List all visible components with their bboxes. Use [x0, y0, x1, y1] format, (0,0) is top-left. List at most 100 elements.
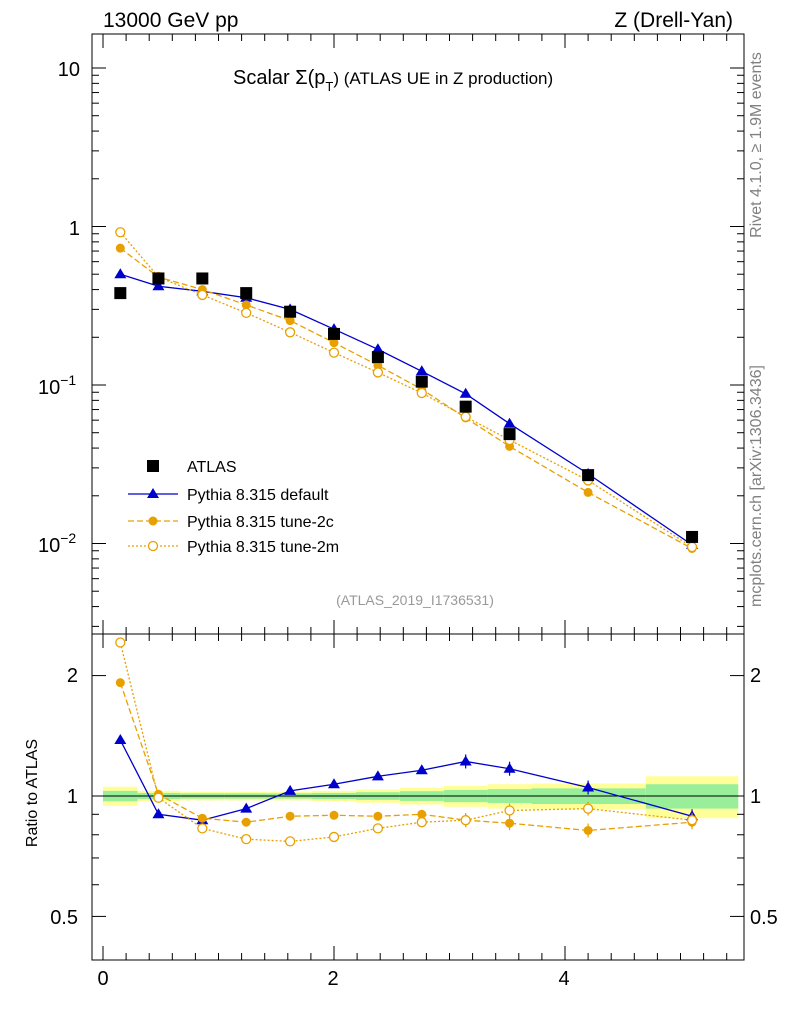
point-ratio-pythia-8-315-default-6: [371, 770, 384, 781]
point-main-pythia-8-315-tune-2c-6: [373, 360, 383, 370]
point-ratio-pythia-8-315-tune-2c-6: [373, 811, 383, 821]
point-ratio-pythia-8-315-default-4: [284, 784, 297, 795]
point-main-pythia-8-315-default-9: [503, 417, 516, 428]
point-main-pythia-8-315-tune-2m-8: [460, 411, 471, 422]
point-main-pythia-8-315-tune-2c-5: [329, 338, 339, 348]
chart-title: Scalar Σ(pT) (ATLAS UE in Z production): [233, 67, 553, 94]
point-ratio-pythia-8-315-tune-2m-11: [686, 815, 698, 826]
point-main-pythia-8-315-tune-2m-5: [328, 347, 340, 358]
legend-label-atlas: ATLAS: [187, 459, 237, 476]
point-ratio-pythia-8-315-tune-2m-3: [241, 834, 252, 845]
title-subscript: T: [325, 79, 333, 94]
point-ratio-pythia-8-315-tune-2m-7: [416, 817, 427, 828]
ytick-label-1: 1: [69, 218, 80, 240]
point-ratio-pythia-8-315-tune-2c-10: [583, 825, 593, 835]
header-right: Z (Drell-Yan): [614, 9, 733, 32]
point-ratio-pythia-8-315-default-10: [582, 781, 595, 792]
ratio-ytick-1-right: 1: [750, 786, 761, 808]
point-ratio-pythia-8-315-tune-2c-0: [115, 678, 125, 688]
ratio-ytick-1-left: 1: [67, 786, 78, 808]
point-ratio-pythia-8-315-tune-2m-10: [582, 803, 594, 814]
point-ratio-pythia-8-315-tune-2c-9: [505, 818, 515, 828]
point-main-pythia-8-315-tune-2m-11: [686, 541, 698, 553]
point-main-atlas-2: [196, 272, 209, 285]
series-layer: [114, 227, 699, 847]
point-main-pythia-8-315-tune-2m-6: [372, 367, 384, 378]
point-main-pythia-8-315-default-1: [152, 280, 165, 291]
point-main-atlas-3: [240, 287, 253, 300]
point-ratio-pythia-8-315-tune-2c-7: [417, 809, 427, 819]
ratio-ytick-0.5-right: 0.5: [750, 907, 778, 929]
point-main-pythia-8-315-default-6: [371, 343, 384, 354]
point-main-atlas-11: [686, 530, 699, 543]
point-main-pythia-8-315-tune-2m-2: [197, 289, 208, 301]
point-ratio-pythia-8-315-default-7: [415, 764, 428, 775]
xtick-label-2: 2: [327, 968, 338, 990]
header-left: 13000 GeV pp: [103, 9, 238, 32]
point-main-atlas-10: [582, 469, 595, 482]
point-ratio-pythia-8-315-tune-2m-9: [504, 805, 515, 816]
point-main-atlas-0: [114, 287, 127, 300]
point-main-pythia-8-315-tune-2m-4: [284, 327, 296, 338]
xtick-label-4: 4: [558, 968, 569, 990]
point-main-pythia-8-315-tune-2m-7: [416, 387, 427, 399]
legend: ATLAS Pythia 8.315 default Pythia 8.315 …: [128, 459, 339, 556]
analysis-id: (ATLAS_2019_I1736531): [336, 592, 494, 608]
point-ratio-pythia-8-315-tune-2m-1: [153, 792, 164, 803]
point-main-pythia-8-315-tune-2c-3: [241, 300, 251, 310]
series-line-main-pythia-8-315-default: [120, 273, 693, 546]
point-ratio-pythia-8-315-tune-2m-6: [372, 823, 384, 834]
axis-ticks: [92, 34, 744, 960]
point-ratio-pythia-8-315-default-8: [459, 755, 472, 766]
title-suffix: ) (ATLAS UE in Z production): [333, 69, 553, 88]
series-line-main-pythia-8-315-tune-2c: [119, 247, 693, 550]
ytick-label-10: 10: [58, 59, 80, 81]
point-ratio-pythia-8-315-default-1: [152, 808, 165, 819]
xtick-label-0: 0: [97, 968, 108, 990]
point-ratio-pythia-8-315-tune-2c-3: [241, 817, 251, 827]
point-main-atlas-8: [459, 400, 472, 413]
ratio-ylabel: Ratio to ATLAS: [24, 739, 41, 847]
point-ratio-pythia-8-315-tune-2c-2: [197, 813, 207, 823]
rivet-label: Rivet 4.1.0, ≥ 1.9M events: [748, 52, 765, 238]
title-prefix: Scalar Σ(p: [233, 67, 325, 89]
point-ratio-pythia-8-315-tune-2c-5: [329, 810, 339, 820]
series-line-main-pythia-8-315-tune-2m: [119, 231, 693, 548]
point-main-atlas-9: [503, 428, 516, 441]
point-ratio-pythia-8-315-tune-2m-8: [460, 815, 471, 826]
point-ratio-pythia-8-315-tune-2m-4: [284, 836, 296, 847]
legend-marker-tune2m: [147, 540, 159, 552]
ratio-frame: [91, 633, 745, 961]
point-main-pythia-8-315-tune-2m-0: [115, 227, 126, 238]
point-main-pythia-8-315-default-0: [114, 268, 127, 279]
point-main-pythia-8-315-default-8: [459, 387, 472, 398]
ratio-ytick-2-left: 2: [67, 665, 78, 687]
legend-marker-default: [147, 488, 159, 498]
point-main-pythia-8-315-default-7: [415, 365, 428, 376]
series-line-ratio-pythia-8-315-tune-2c: [119, 682, 693, 832]
point-main-atlas-1: [152, 272, 165, 285]
point-ratio-pythia-8-315-default-0: [114, 734, 127, 745]
series-line-ratio-pythia-8-315-tune-2m: [119, 642, 693, 843]
point-ratio-pythia-8-315-tune-2m-2: [197, 823, 208, 834]
point-ratio-pythia-8-315-default-3: [240, 802, 253, 813]
legend-label-tune2m: Pythia 8.315 tune-2m: [187, 539, 339, 556]
point-main-atlas-4: [284, 305, 297, 318]
point-main-atlas-7: [415, 375, 428, 388]
point-ratio-pythia-8-315-default-9: [503, 762, 516, 773]
point-main-pythia-8-315-tune-2c-10: [583, 487, 593, 497]
point-main-pythia-8-315-tune-2m-3: [241, 307, 252, 319]
series-line-ratio-pythia-8-315-default: [119, 739, 693, 821]
point-main-pythia-8-315-tune-2c-4: [285, 316, 295, 326]
mcplots-label: mcplots.cern.ch [arXiv:1306.3436]: [748, 365, 765, 607]
legend-label-tune2c: Pythia 8.315 tune-2c: [187, 514, 334, 531]
legend-label-default: Pythia 8.315 default: [187, 487, 329, 504]
point-ratio-pythia-8-315-tune-2m-5: [328, 831, 340, 843]
point-ratio-pythia-8-315-default-5: [328, 778, 340, 789]
point-ratio-pythia-8-315-tune-2m-0: [115, 637, 126, 648]
legend-marker-atlas: [147, 460, 159, 472]
point-main-pythia-8-315-tune-2c-0: [115, 243, 125, 253]
ytick-label-0.1: 10−1: [38, 372, 76, 399]
ratio-ytick-2-right: 2: [750, 665, 761, 687]
